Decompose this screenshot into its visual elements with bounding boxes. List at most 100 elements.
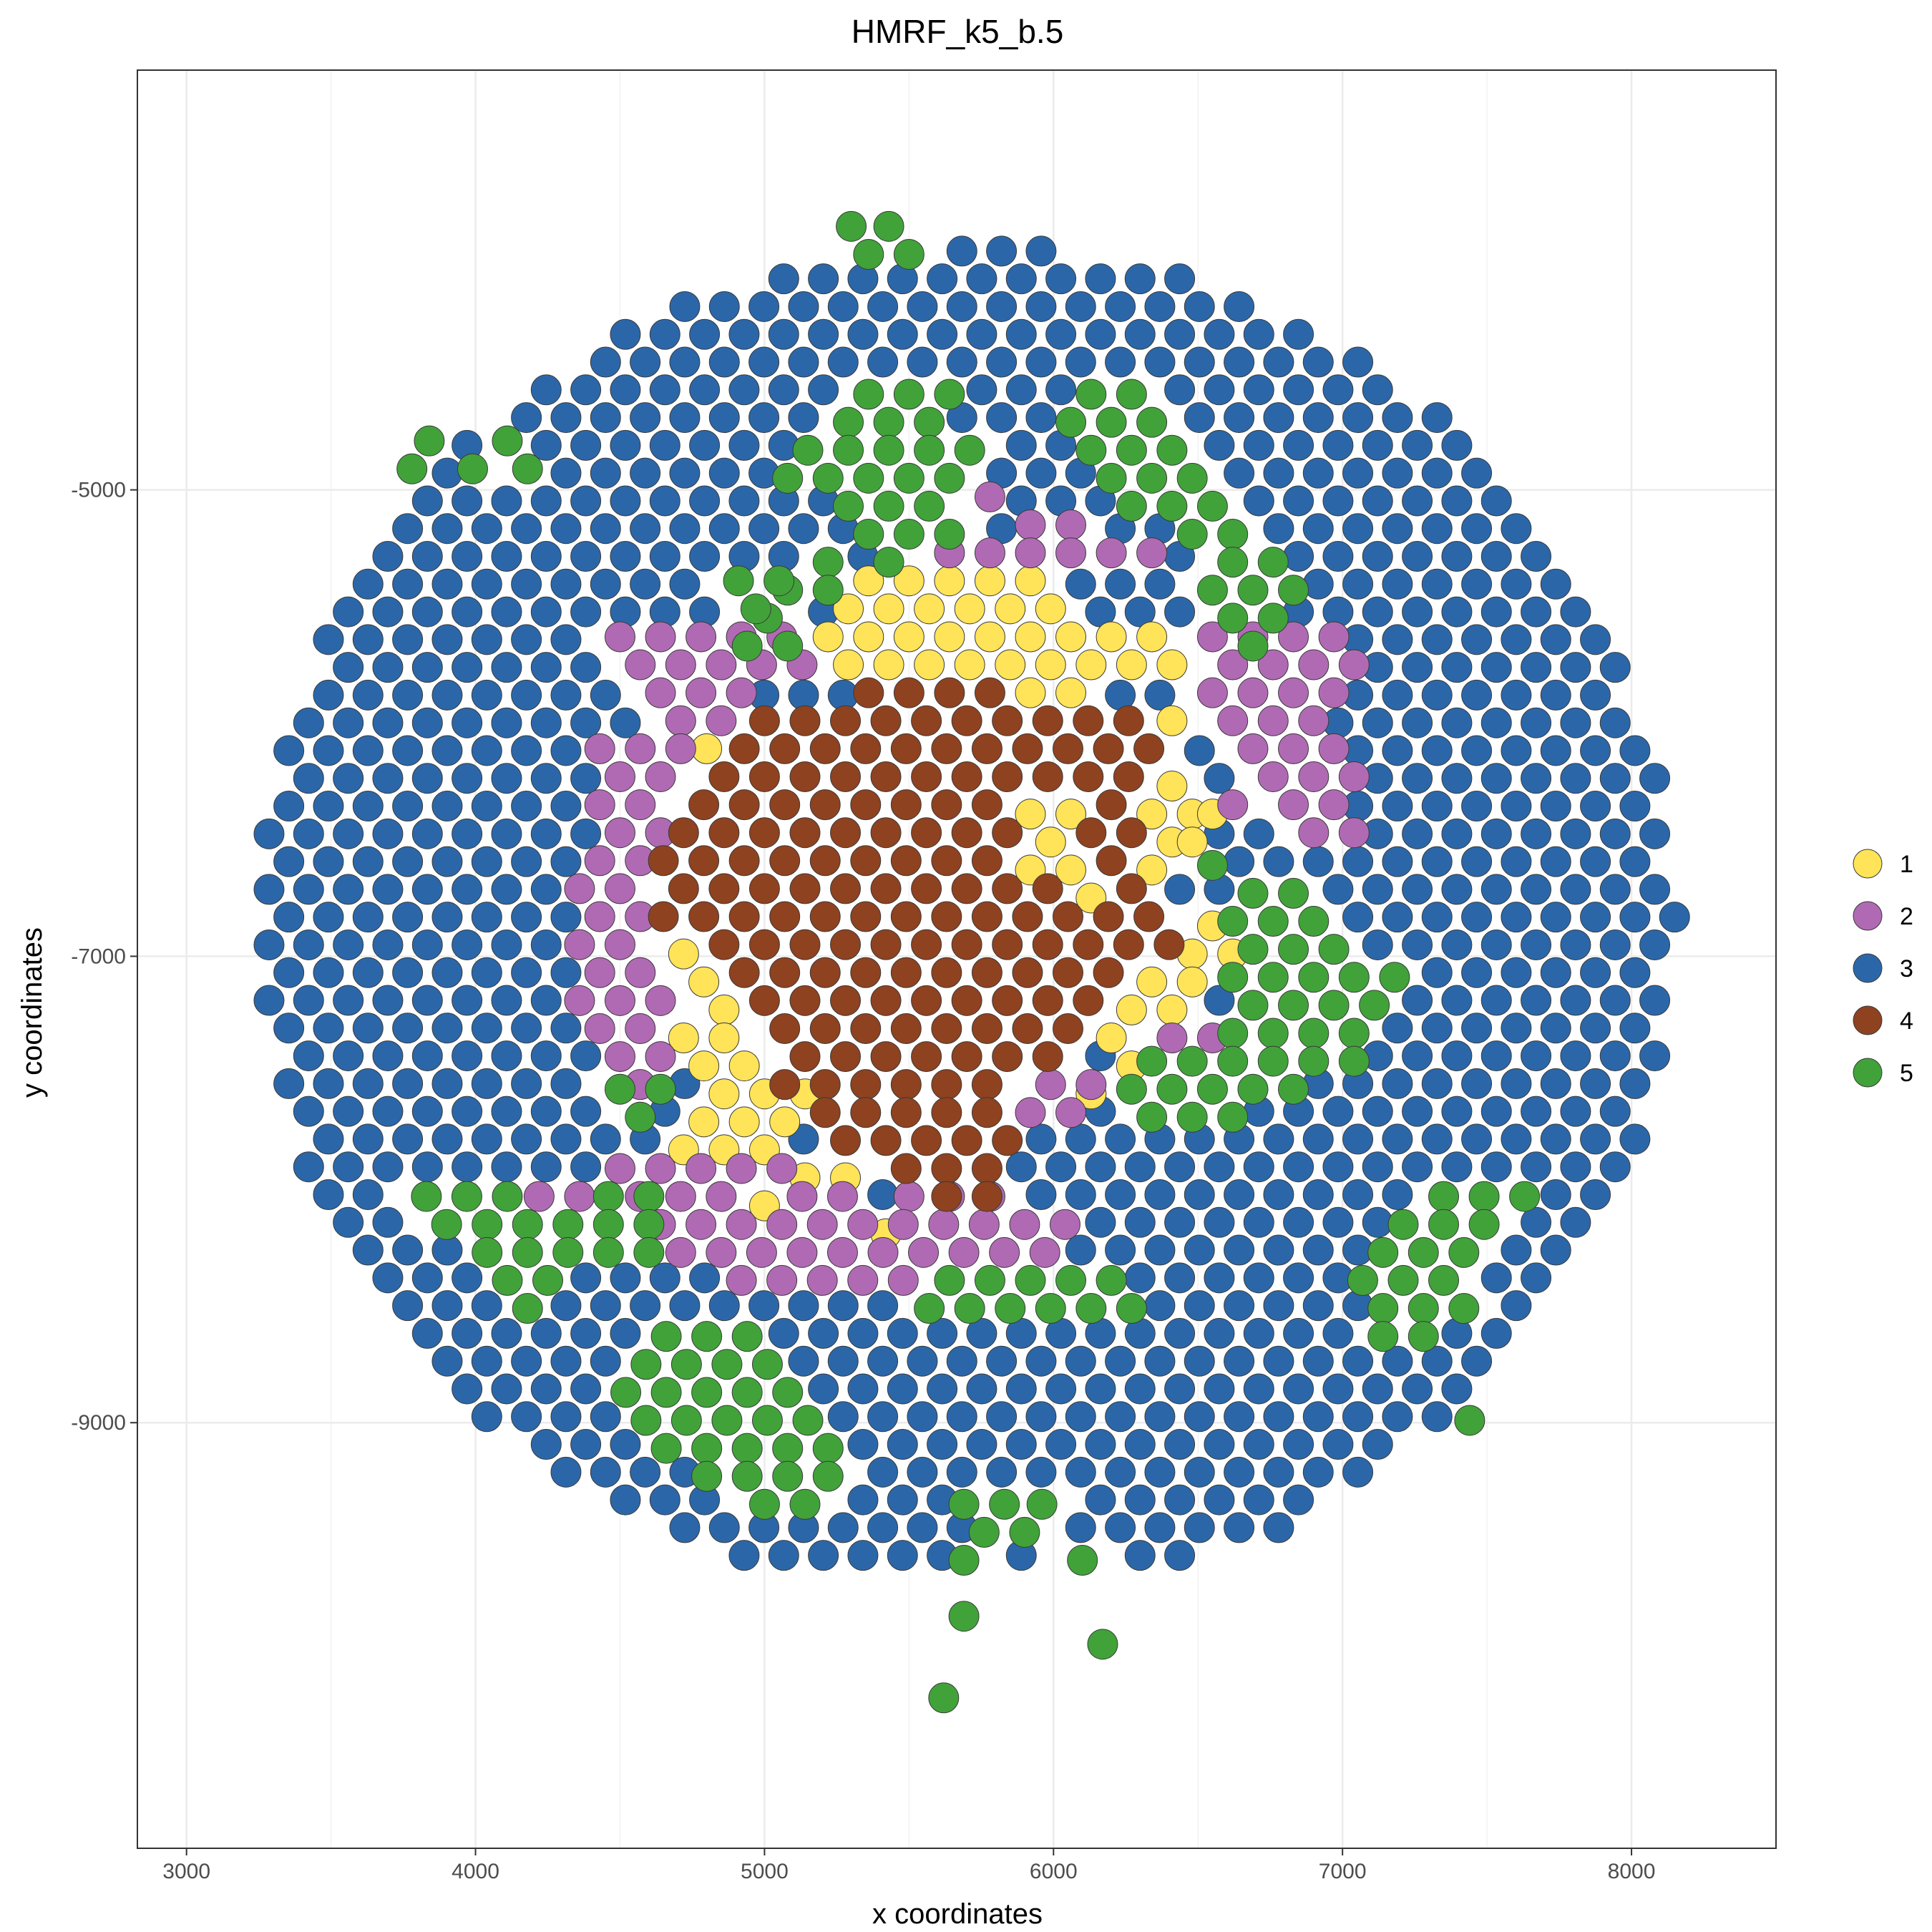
point-cluster-3 bbox=[550, 791, 582, 822]
point-cluster-3 bbox=[431, 1013, 463, 1044]
point-cluster-1 bbox=[995, 593, 1026, 625]
point-cluster-4 bbox=[1096, 789, 1127, 821]
point-cluster-3 bbox=[1382, 791, 1413, 822]
point-cluster-3 bbox=[708, 513, 740, 545]
point-cluster-3 bbox=[1144, 1401, 1176, 1433]
point-cluster-3 bbox=[1224, 457, 1255, 489]
point-cluster-5 bbox=[723, 565, 754, 597]
point-cluster-3 bbox=[313, 846, 344, 877]
point-cluster-3 bbox=[946, 1456, 977, 1488]
point-cluster-5 bbox=[995, 1293, 1026, 1324]
legend-key-1 bbox=[1853, 849, 1883, 879]
point-cluster-3 bbox=[411, 1096, 443, 1127]
point-cluster-3 bbox=[1501, 568, 1532, 600]
point-cluster-3 bbox=[1560, 1040, 1591, 1072]
point-cluster-3 bbox=[1461, 624, 1493, 655]
point-cluster-3 bbox=[333, 874, 364, 905]
point-cluster-4 bbox=[971, 789, 1002, 821]
point-cluster-4 bbox=[890, 1097, 922, 1128]
point-cluster-2 bbox=[1257, 649, 1289, 680]
point-cluster-2 bbox=[665, 1236, 696, 1268]
point-cluster-3 bbox=[372, 874, 404, 905]
point-cluster-5 bbox=[1116, 1293, 1147, 1324]
point-cluster-3 bbox=[570, 763, 602, 794]
point-cluster-3 bbox=[550, 1123, 582, 1155]
point-cluster-1 bbox=[1096, 1022, 1127, 1053]
point-cluster-3 bbox=[689, 318, 721, 350]
point-cluster-3 bbox=[669, 1290, 701, 1322]
point-cluster-5 bbox=[1338, 962, 1370, 993]
point-cluster-5 bbox=[1257, 906, 1289, 937]
point-cluster-5 bbox=[650, 1321, 682, 1352]
legend-label-2: 2 bbox=[1900, 903, 1913, 930]
point-cluster-4 bbox=[809, 901, 841, 932]
point-cluster-3 bbox=[372, 541, 404, 572]
point-cluster-3 bbox=[491, 1317, 522, 1349]
point-cluster-3 bbox=[689, 1262, 721, 1294]
point-cluster-3 bbox=[471, 957, 502, 988]
point-cluster-3 bbox=[471, 1345, 502, 1377]
point-cluster-2 bbox=[564, 873, 595, 904]
point-cluster-3 bbox=[1204, 429, 1235, 461]
point-cluster-2 bbox=[645, 985, 676, 1016]
point-cluster-3 bbox=[570, 1096, 602, 1127]
point-cluster-3 bbox=[452, 985, 483, 1016]
point-cluster-3 bbox=[352, 791, 384, 822]
point-cluster-2 bbox=[1055, 509, 1087, 541]
point-cluster-5 bbox=[1067, 1545, 1098, 1576]
point-cluster-3 bbox=[1540, 1013, 1571, 1044]
point-cluster-3 bbox=[907, 1456, 938, 1488]
point-cluster-3 bbox=[847, 1484, 879, 1516]
point-cluster-3 bbox=[610, 1484, 641, 1516]
point-cluster-3 bbox=[610, 707, 641, 738]
point-cluster-3 bbox=[1461, 1068, 1493, 1099]
point-cluster-5 bbox=[633, 1236, 665, 1268]
point-cluster-3 bbox=[1005, 263, 1037, 295]
point-cluster-3 bbox=[1085, 318, 1116, 350]
point-cluster-3 bbox=[530, 1373, 562, 1405]
point-cluster-3 bbox=[1619, 846, 1651, 877]
point-cluster-3 bbox=[768, 1317, 799, 1349]
x-tick-label: 3000 bbox=[162, 1860, 210, 1883]
point-cluster-3 bbox=[471, 791, 502, 822]
point-cluster-3 bbox=[847, 1317, 879, 1349]
point-cluster-3 bbox=[1243, 429, 1274, 461]
point-cluster-4 bbox=[708, 929, 740, 960]
point-cluster-3 bbox=[570, 485, 602, 517]
point-cluster-3 bbox=[1045, 1429, 1077, 1460]
point-cluster-4 bbox=[1012, 1013, 1043, 1044]
point-cluster-3 bbox=[1342, 1123, 1374, 1155]
point-cluster-5 bbox=[1379, 962, 1410, 993]
point-cluster-3 bbox=[452, 929, 483, 960]
point-cluster-3 bbox=[788, 513, 819, 545]
point-cluster-4 bbox=[850, 1069, 882, 1101]
point-cluster-3 bbox=[1461, 791, 1493, 822]
point-cluster-3 bbox=[1005, 1373, 1037, 1405]
point-cluster-3 bbox=[1025, 235, 1057, 267]
point-cluster-3 bbox=[1521, 874, 1552, 905]
point-cluster-2 bbox=[584, 789, 615, 821]
point-cluster-5 bbox=[1407, 1321, 1439, 1352]
point-cluster-3 bbox=[411, 985, 443, 1016]
point-cluster-2 bbox=[686, 677, 717, 708]
point-cluster-4 bbox=[1073, 985, 1104, 1016]
point-cluster-3 bbox=[1382, 1179, 1413, 1210]
point-cluster-3 bbox=[1164, 1484, 1196, 1516]
point-cluster-3 bbox=[1521, 929, 1552, 960]
point-cluster-3 bbox=[1421, 1123, 1453, 1155]
point-cluster-5 bbox=[1116, 1073, 1147, 1105]
point-cluster-3 bbox=[927, 1373, 958, 1405]
point-cluster-3 bbox=[1184, 1456, 1215, 1488]
point-cluster-5 bbox=[989, 1488, 1020, 1520]
point-cluster-3 bbox=[352, 957, 384, 988]
point-cluster-3 bbox=[511, 568, 542, 600]
point-cluster-3 bbox=[1580, 846, 1611, 877]
legend-key-5 bbox=[1853, 1058, 1883, 1088]
point-cluster-5 bbox=[853, 462, 884, 494]
point-cluster-4 bbox=[708, 761, 740, 792]
point-cluster-5 bbox=[812, 547, 844, 578]
point-cluster-3 bbox=[491, 541, 522, 572]
point-cluster-5 bbox=[954, 1293, 985, 1324]
point-cluster-3 bbox=[550, 679, 582, 711]
point-cluster-5 bbox=[954, 434, 985, 466]
